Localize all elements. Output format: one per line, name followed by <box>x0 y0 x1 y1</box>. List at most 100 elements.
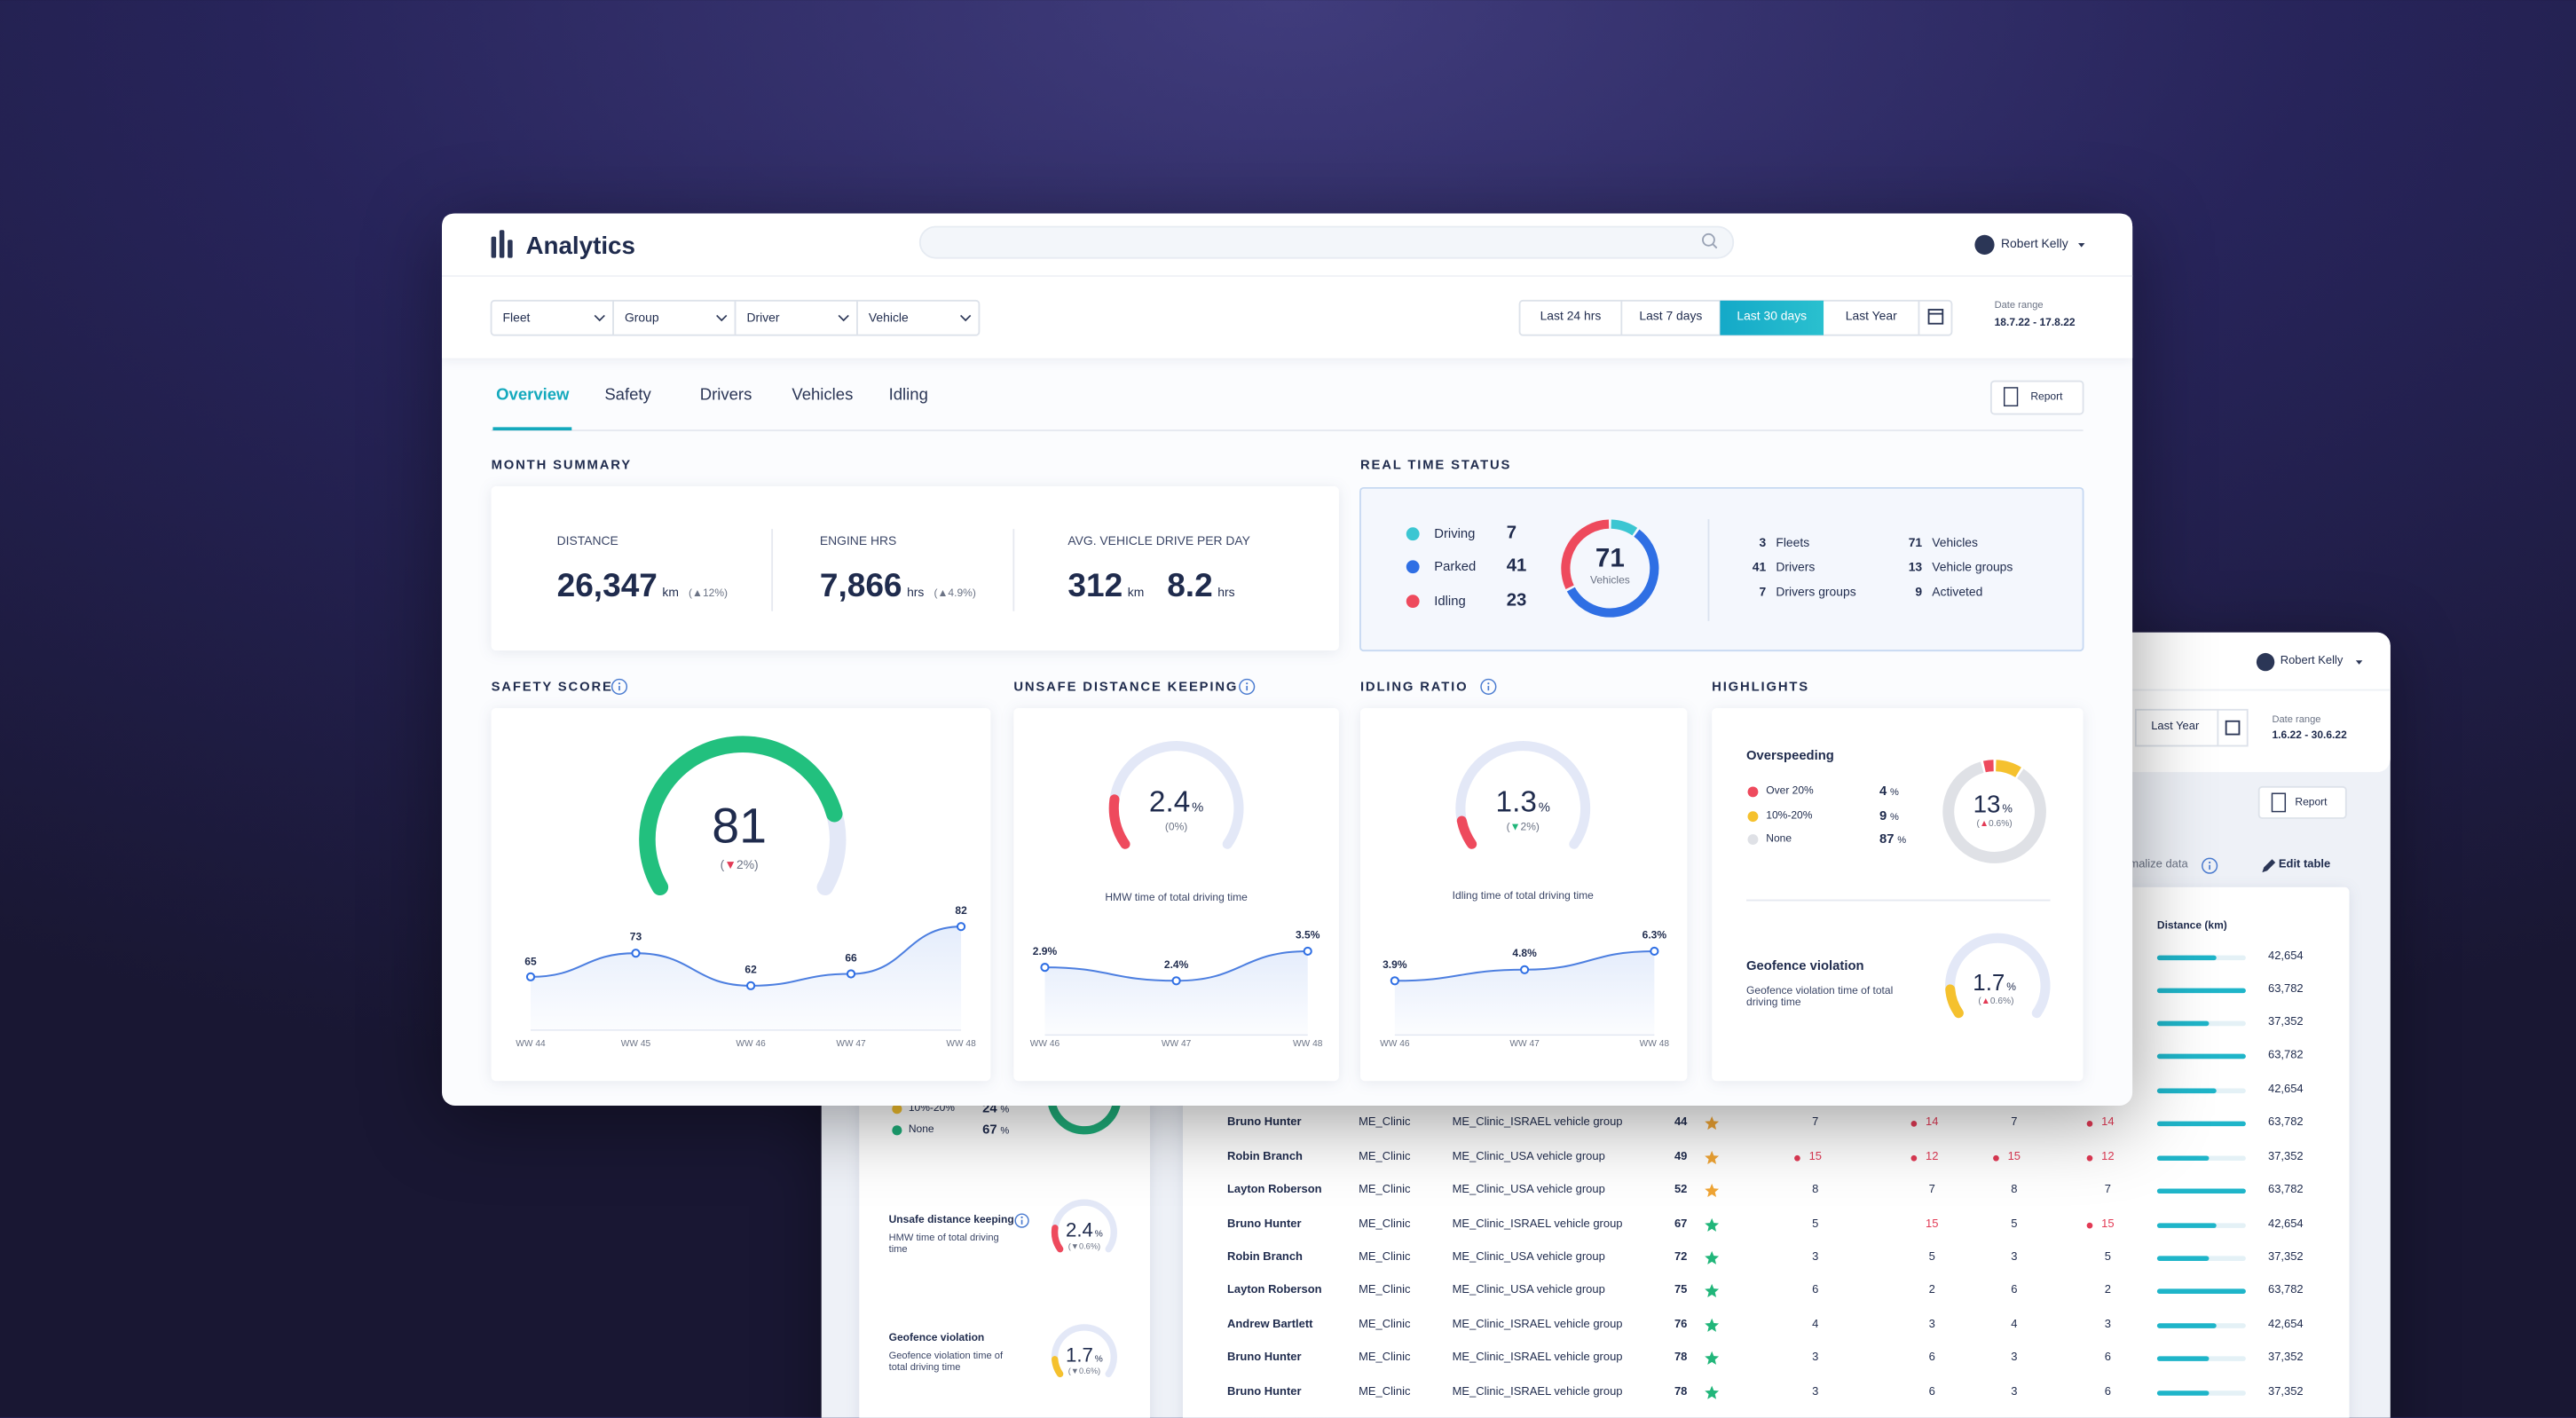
date-button[interactable]: Last Year <box>1845 308 1897 324</box>
user-menu[interactable]: Robert Kelly <box>2001 236 2068 251</box>
app-title: Analytics <box>525 232 635 261</box>
section-title: UNSAFE DISTANCE KEEPING <box>1013 679 1239 695</box>
stat-value: 13 <box>1908 559 1923 575</box>
driver-name[interactable]: Andrew Bartlett <box>1226 1319 1313 1331</box>
metric-value: 8.2 <box>1167 568 1213 605</box>
tab[interactable]: Drivers <box>699 386 752 405</box>
filter-dropdown[interactable]: Driver <box>746 310 780 325</box>
filter-dropdown[interactable]: Fleet <box>502 310 531 325</box>
donut-segment <box>1982 760 1994 773</box>
donut-segment <box>1942 761 2046 863</box>
gauge-value <box>1945 984 1964 1019</box>
table-cell: 7 <box>1812 1116 1819 1129</box>
gauge-unit: % <box>1094 1354 1103 1366</box>
metric-value: 7,866 <box>819 568 902 605</box>
donut-segment <box>1995 760 2021 777</box>
gauge-unit: % <box>1538 800 1550 815</box>
driver-name[interactable]: Robin Branch <box>1226 1251 1303 1264</box>
date-button[interactable]: Last 30 days <box>1737 308 1808 324</box>
table-cell: 6 <box>1812 1284 1819 1296</box>
x-tick-label: WW 47 <box>1509 1039 1540 1050</box>
gauge-label: 2.4% <box>1066 1220 1103 1241</box>
user-menu[interactable]: Robert Kelly <box>2280 655 2344 667</box>
date-button[interactable] <box>2134 708 2249 747</box>
date-button[interactable]: Last 24 hrs <box>1540 308 1602 324</box>
calendar-icon[interactable] <box>1927 309 1944 325</box>
info-icon <box>1239 678 1256 695</box>
distance-cell: 37,352 <box>2268 1351 2304 1364</box>
table-cell: 4 <box>2011 1319 2018 1331</box>
trend-area <box>1044 950 1308 1036</box>
metric-unit: km <box>1127 585 1145 600</box>
distance-bar <box>2156 1121 2246 1127</box>
metric-unit: hrs <box>907 585 925 600</box>
legend-unit: % <box>1889 788 1899 799</box>
distance-cell: 37,352 <box>2268 1016 2304 1028</box>
data-label: 2.4% <box>1163 959 1189 972</box>
table-cell: 7 <box>2011 1116 2018 1129</box>
legend-dot <box>892 1125 902 1136</box>
filter-dropdown[interactable]: Group <box>624 310 659 325</box>
legend-label: None <box>908 1123 934 1136</box>
normalize-toggle[interactable]: malize data <box>2129 859 2188 871</box>
legend-label: None <box>1766 833 1792 846</box>
star-icon <box>1705 1116 1720 1130</box>
chart-caption: HMW time of total driving time <box>1105 892 1248 904</box>
driver-name[interactable]: Bruno Hunter <box>1226 1351 1302 1364</box>
gauge-value <box>1051 1225 1064 1253</box>
star-icon <box>1705 1318 1720 1332</box>
change-arrow: ▼ <box>1509 822 1521 834</box>
distance-cell: 63,782 <box>2268 1284 2304 1296</box>
distance-cell: 42,654 <box>2268 1218 2304 1231</box>
date-button[interactable]: Last 7 days <box>1639 308 1703 324</box>
x-tick-label: WW 47 <box>836 1039 866 1050</box>
filter-dropdown[interactable]: Vehicle <box>868 310 909 325</box>
star-icon <box>1705 1283 1720 1297</box>
distance-bar <box>2156 1356 2210 1361</box>
change-label: (▼0.6%) <box>1067 1367 1101 1377</box>
donut-segment <box>1566 529 1659 618</box>
info-icon <box>1014 1213 1029 1228</box>
driver-name[interactable]: Bruno Hunter <box>1226 1218 1302 1231</box>
tab[interactable]: Idling <box>888 386 928 405</box>
date-range: 18.7.22 - 17.8.22 <box>1994 317 2076 329</box>
tab[interactable]: Safety <box>604 386 651 405</box>
score-cell: 52 <box>1674 1184 1688 1196</box>
trend-point <box>1520 965 1530 974</box>
avatar <box>1974 234 1995 255</box>
report-button[interactable]: Report <box>2030 391 2063 404</box>
driver-name[interactable]: Robin Branch <box>1226 1151 1303 1163</box>
edit-table-button[interactable]: Edit table <box>2278 859 2331 871</box>
clinic-cell: ME_Clinic <box>1359 1284 1411 1296</box>
distance-cell: 42,654 <box>2268 1083 2304 1096</box>
table-cell: 6 <box>1928 1351 1935 1364</box>
score-cell: 67 <box>1674 1218 1688 1231</box>
date-range-label: Date range <box>2272 715 2321 726</box>
search-bar[interactable] <box>918 225 1735 259</box>
donut-segment <box>1561 519 1610 589</box>
report-button[interactable] <box>2257 785 2347 819</box>
driver-name[interactable]: Layton Roberson <box>1226 1184 1322 1196</box>
date-button-active[interactable] <box>1720 300 1824 335</box>
tab[interactable]: Overview <box>496 386 570 405</box>
trend-point <box>745 981 756 990</box>
legend-label: 10%-20% <box>1766 810 1813 823</box>
driver-name[interactable]: Layton Roberson <box>1226 1284 1322 1296</box>
info-icon <box>1246 682 1249 685</box>
x-tick-label: WW 46 <box>1029 1039 1060 1050</box>
star-icon <box>1705 1351 1720 1365</box>
table-cell: 3 <box>1812 1251 1819 1264</box>
clinic-cell: ME_Clinic <box>1359 1251 1411 1264</box>
report-button[interactable]: Report <box>2295 797 2328 809</box>
metric-value: 312 <box>1067 568 1123 605</box>
driver-name[interactable]: Bruno Hunter <box>1226 1386 1302 1398</box>
change-text: 0.6%) <box>1989 997 2014 1007</box>
metric-unit: hrs <box>1217 585 1235 600</box>
donut-segment <box>1611 519 1638 536</box>
section-title: SAFETY SCORE <box>491 679 613 695</box>
driver-name[interactable]: Bruno Hunter <box>1226 1116 1302 1129</box>
date-button[interactable]: Last Year <box>2151 721 2200 733</box>
table-cell: 4 <box>1812 1319 1819 1331</box>
tab[interactable]: Vehicles <box>792 386 854 405</box>
